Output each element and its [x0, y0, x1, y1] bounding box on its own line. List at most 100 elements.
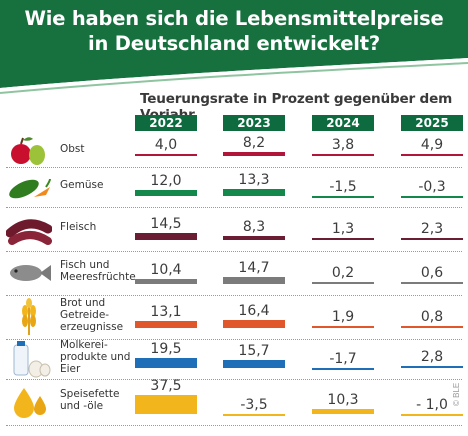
value-label: 14,7 [238, 259, 270, 276]
title-line-1: Wie haben sich die Lebensmittelpreise [24, 7, 444, 30]
value-bar [135, 358, 197, 368]
title-line-2: in Deutschland entwickelt? [88, 32, 380, 55]
category-label-line: Fleisch [60, 221, 97, 233]
row-separator [6, 251, 462, 252]
value-label: 14,5 [150, 215, 182, 232]
value-bar [135, 278, 197, 284]
row-separator [6, 207, 462, 208]
value-label: 2,8 [420, 349, 444, 365]
value-label: 1,3 [331, 221, 355, 237]
value-bar [223, 319, 285, 328]
category-label-line: Molkerei- [60, 339, 108, 351]
value-label: 4,0 [154, 137, 178, 153]
value-bar [223, 360, 285, 368]
category-label: Gemüse [60, 179, 103, 191]
value-label: 0,8 [420, 309, 444, 325]
value-bar [312, 196, 374, 198]
value-bar [401, 414, 463, 416]
fish-icon [6, 253, 52, 293]
category-label-line: Meeresfrüchte [60, 271, 136, 283]
value-bar [401, 238, 463, 240]
value-bar [401, 196, 463, 198]
value-bar [401, 153, 463, 156]
value-label: 16,4 [238, 302, 270, 319]
value-bar [312, 238, 374, 240]
value-bar [223, 151, 285, 156]
credit-text: © BLE [452, 382, 461, 406]
value-label: 0,2 [331, 265, 355, 281]
value-label: -0,3 [418, 179, 446, 195]
value-label: -1,5 [329, 179, 357, 195]
value-bar [135, 321, 197, 328]
category-label-line: Getreide- [60, 309, 110, 321]
value-bar [312, 368, 374, 370]
value-bar [135, 232, 197, 240]
value-bar [135, 395, 197, 414]
value-bar [401, 282, 463, 284]
category-label-line: Brot und [60, 297, 106, 309]
value-bar [312, 326, 374, 328]
value-label: 3,8 [331, 137, 355, 153]
fruit-icon [6, 131, 52, 171]
row-separator [6, 339, 462, 340]
value-bar [223, 235, 285, 240]
value-label: 13,3 [238, 172, 270, 189]
value-bar [401, 326, 463, 328]
value-bar [312, 408, 374, 414]
value-label: 8,2 [242, 134, 266, 151]
grain-icon [6, 297, 52, 337]
value-label: 15,7 [238, 343, 270, 360]
year-header: 2022 [135, 115, 197, 131]
value-label: 1,9 [331, 309, 355, 325]
value-bar [135, 190, 197, 196]
category-label-line: erzeugnisse [60, 321, 124, 333]
value-label: 12,0 [150, 173, 182, 189]
value-label: 4,9 [420, 136, 444, 153]
value-label: 10,3 [327, 391, 359, 408]
value-bar [312, 282, 374, 284]
row-separator [6, 167, 462, 168]
value-label: -1,7 [329, 351, 357, 367]
value-label: 0,6 [420, 265, 444, 281]
milk-egg-icon [6, 339, 52, 379]
value-bar [312, 154, 374, 156]
category-label-line: Eier [60, 363, 81, 375]
category-label: Fleisch [60, 221, 96, 233]
value-label: 10,4 [150, 261, 182, 278]
category-label-line: produkte und [60, 351, 131, 363]
year-header: 2023 [223, 115, 285, 131]
category-label: Fisch und Meeresfrüchte [60, 259, 136, 283]
oil-drops-icon [6, 382, 52, 422]
value-label: 2,3 [420, 221, 444, 237]
year-header: 2025 [401, 115, 463, 131]
value-label: 19,5 [150, 341, 182, 358]
row-separator [6, 295, 462, 296]
value-label: - 1,0 [416, 397, 448, 413]
value-label: -3,5 [240, 397, 268, 413]
value-label: 8,3 [242, 218, 266, 235]
value-bar [223, 414, 285, 416]
category-label: Brot und Getreide-erzeugnisse [60, 297, 123, 333]
year-header: 2024 [312, 115, 374, 131]
value-bar [223, 276, 285, 284]
sausage-icon [5, 209, 53, 249]
row-separator [6, 379, 462, 380]
category-label: Speisefette und -öle [60, 388, 120, 412]
value-label: 37,5 [150, 378, 182, 395]
value-bar [223, 189, 285, 196]
category-label-line: Gemüse [60, 179, 104, 191]
category-label-line: Speisefette [60, 388, 120, 400]
category-label: Molkerei-produkte und Eier [60, 339, 130, 375]
header-background [0, 0, 468, 96]
header-banner: Wie haben sich die Lebensmittelpreise in… [0, 0, 468, 96]
category-label-line: Obst [60, 143, 85, 155]
category-label-line: und -öle [60, 400, 104, 412]
category-label: Obst [60, 143, 85, 155]
row-separator [6, 425, 462, 426]
category-label-line: Fisch und [60, 259, 110, 271]
value-bar [135, 154, 197, 156]
vegetable-icon [6, 167, 52, 207]
value-bar [401, 366, 463, 368]
page-title: Wie haben sich die Lebensmittelpreise in… [0, 6, 468, 56]
value-label: 13,1 [150, 304, 182, 321]
